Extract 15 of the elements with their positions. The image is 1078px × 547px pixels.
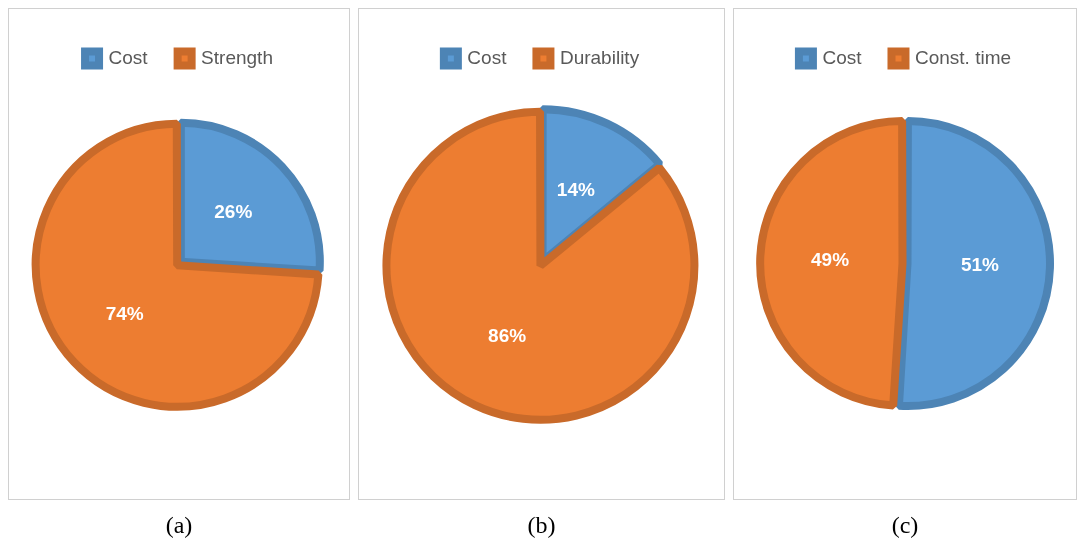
data-label: 26% <box>214 200 253 222</box>
data-label: 14% <box>556 178 595 200</box>
data-label: 49% <box>811 249 850 271</box>
data-label: 51% <box>960 254 1000 276</box>
data-label: 86% <box>488 324 527 346</box>
text: (b) <box>527 512 556 539</box>
data-label: 74% <box>105 302 144 324</box>
legend-label: Cost <box>467 46 508 68</box>
legend-label: Const. time <box>914 46 1012 68</box>
legend-label: Cost <box>822 46 863 68</box>
legend-label: Strength <box>201 46 273 68</box>
text: (c) <box>891 512 919 539</box>
legend-label: Cost <box>108 46 149 68</box>
text: (a) <box>165 512 193 539</box>
legend-label: Durability <box>559 46 640 68</box>
